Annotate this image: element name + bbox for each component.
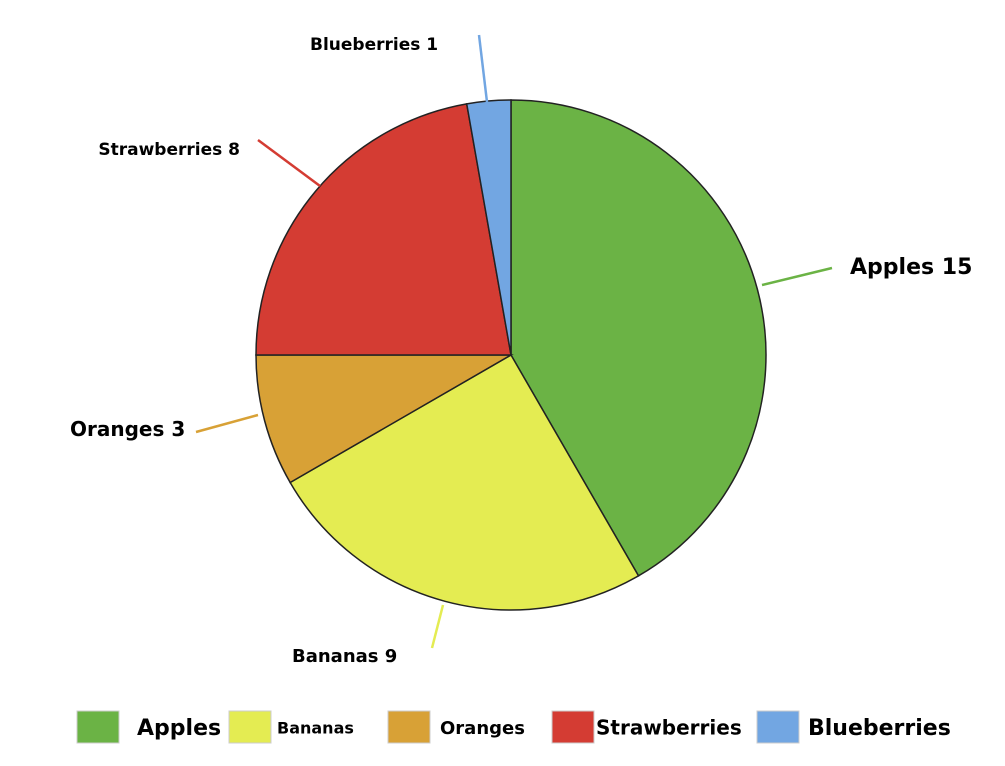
data-label: Strawberries 8 [98, 140, 240, 160]
legend-swatch [756, 710, 800, 744]
data-label-value: 15 [942, 255, 973, 280]
legend-swatch [551, 710, 595, 744]
data-label: Apples 15 [850, 255, 972, 280]
leader-line [761, 266, 833, 287]
data-label-value: 3 [171, 417, 185, 441]
legend-label: Blueberries [808, 716, 951, 741]
data-label: Bananas 9 [292, 646, 397, 667]
pie-slice [289, 353, 640, 611]
data-label-category: Bananas [292, 646, 379, 667]
legend-label: Bananas [277, 719, 354, 738]
legend-label: Apples [137, 716, 221, 741]
legend-label: Oranges [440, 718, 525, 739]
data-label: Blueberries 1 [310, 35, 438, 55]
data-label-category: Apples [850, 255, 934, 280]
legend-swatch [76, 710, 120, 744]
data-label-value: 1 [426, 35, 438, 55]
leader-line [477, 34, 489, 103]
pie-slice [465, 99, 512, 356]
legend-swatch [228, 710, 272, 744]
leader-line [430, 604, 445, 649]
pie-slice [255, 354, 514, 484]
pie-slice [255, 103, 512, 356]
legend-swatch [387, 710, 431, 744]
legend-label: Strawberries [596, 716, 742, 740]
leader-line [195, 413, 259, 434]
data-label-value: 9 [385, 646, 398, 667]
pie-slice [510, 99, 767, 577]
data-label: Oranges 3 [70, 417, 185, 441]
data-label-category: Strawberries [98, 140, 222, 160]
data-label-category: Oranges [70, 417, 164, 441]
data-label-category: Blueberries [310, 35, 420, 55]
leader-line [257, 138, 321, 188]
data-label-value: 8 [228, 140, 240, 160]
